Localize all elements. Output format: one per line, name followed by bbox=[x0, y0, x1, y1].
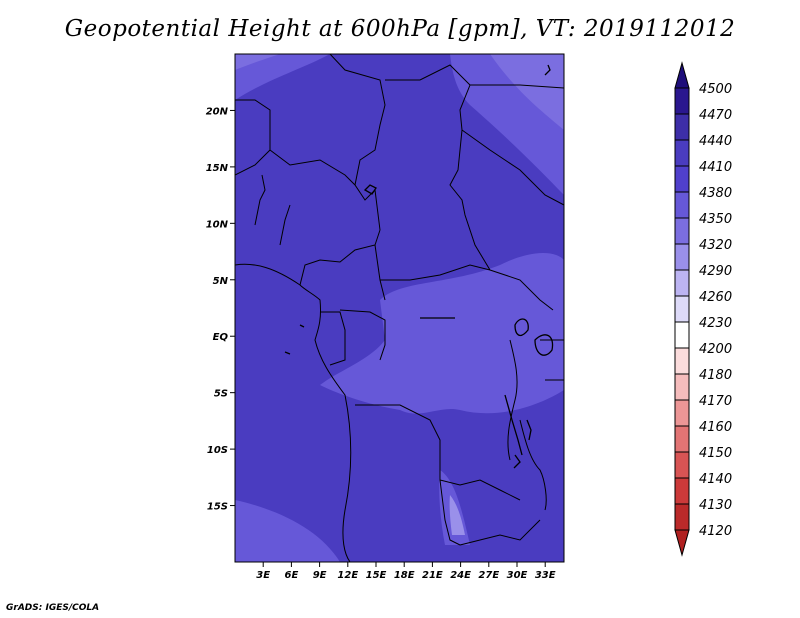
colorbar: 4500 4470 4440 4410 4380 4350 4320 4290 4260 4230… bbox=[674, 61, 732, 557]
grads-credit: GrADS: IGES/COLA bbox=[6, 603, 100, 613]
colorbar-segment bbox=[674, 139, 690, 167]
colorbar-level-label: 4140 bbox=[699, 472, 732, 487]
colorbar-segment bbox=[674, 425, 690, 453]
latitude-axis: 20N 15N 10N 5N EQ 5S 10S 15S bbox=[206, 106, 235, 513]
longitude-axis: 3E 6E 9E 12E 15E 18E 21E 24E 27E 30E 33E bbox=[256, 562, 556, 581]
colorbar-segment bbox=[674, 191, 690, 219]
colorbar-segment bbox=[674, 269, 690, 297]
colorbar-level-label: 4380 bbox=[699, 186, 732, 201]
lon-tick-label: 12E bbox=[337, 570, 358, 581]
lon-tick-label: 27E bbox=[478, 570, 499, 581]
colorbar-level-label: 4260 bbox=[699, 290, 732, 305]
colorbar-segment bbox=[674, 503, 690, 531]
colorbar-level-label: 4470 bbox=[699, 108, 732, 123]
colorbar-segment bbox=[674, 87, 690, 115]
colorbar-level-label: 4290 bbox=[699, 264, 732, 279]
colorbar-segment bbox=[674, 295, 690, 323]
lat-tick-label: 20N bbox=[206, 106, 229, 117]
lon-tick-label: 15E bbox=[366, 570, 387, 581]
field-contour-south-inner bbox=[449, 495, 465, 535]
geopotential-field bbox=[235, 54, 564, 562]
lon-tick-label: 30E bbox=[507, 570, 528, 581]
colorbar-segment bbox=[674, 321, 690, 349]
colorbar-segment bbox=[674, 113, 690, 141]
field-contour-northwest bbox=[235, 54, 330, 100]
colorbar-segment bbox=[674, 217, 690, 245]
colorbar-top-arrow bbox=[674, 61, 690, 89]
map-title: Geopotential Height at 600hPa [gpm], VT:… bbox=[64, 16, 736, 42]
colorbar-segment bbox=[674, 451, 690, 479]
lon-tick-label: 6E bbox=[285, 570, 299, 581]
lon-tick-label: 24E bbox=[450, 570, 471, 581]
colorbar-level-label: 4440 bbox=[699, 134, 732, 149]
map-frame bbox=[234, 53, 565, 563]
field-contour-congo-basin bbox=[320, 253, 564, 414]
colorbar-level-label: 4350 bbox=[699, 212, 732, 227]
lon-tick-label: 33E bbox=[535, 570, 556, 581]
lat-tick-label: 15N bbox=[206, 163, 229, 174]
lat-tick-label: 10N bbox=[206, 219, 229, 230]
colorbar-segment bbox=[674, 399, 690, 427]
lat-tick-label: EQ bbox=[213, 332, 229, 343]
colorbar-segment bbox=[674, 477, 690, 505]
lat-tick-label: 5S bbox=[214, 389, 228, 400]
field-contour-southwest bbox=[235, 500, 340, 562]
colorbar-segment bbox=[674, 373, 690, 401]
lon-tick-label: 18E bbox=[394, 570, 415, 581]
lat-tick-label: 10S bbox=[207, 445, 228, 456]
colorbar-level-label: 4200 bbox=[699, 342, 732, 357]
colorbar-level-label: 4160 bbox=[699, 420, 732, 435]
colorbar-level-label: 4180 bbox=[699, 368, 732, 383]
lon-tick-label: 3E bbox=[256, 570, 270, 581]
colorbar-level-label: 4500 bbox=[699, 82, 732, 97]
colorbar-level-label: 4130 bbox=[699, 498, 732, 513]
colorbar-level-label: 4170 bbox=[699, 394, 732, 409]
colorbar-level-label: 4230 bbox=[699, 316, 732, 331]
lat-tick-label: 15S bbox=[207, 502, 228, 513]
colorbar-level-label: 4320 bbox=[699, 238, 732, 253]
colorbar-segment bbox=[674, 347, 690, 375]
lon-tick-label: 9E bbox=[313, 570, 327, 581]
coastlines-and-lakes bbox=[284, 64, 554, 469]
colorbar-segment bbox=[674, 165, 690, 193]
field-contour-northwest-inner bbox=[235, 54, 280, 70]
colorbar-segment bbox=[674, 243, 690, 271]
country-borders bbox=[235, 54, 564, 562]
colorbar-level-label: 4150 bbox=[699, 446, 732, 461]
colorbar-bottom-arrow bbox=[674, 529, 690, 557]
lat-tick-label: 5N bbox=[213, 276, 229, 287]
colorbar-level-label: 4410 bbox=[699, 160, 732, 175]
colorbar-level-label: 4120 bbox=[699, 524, 732, 539]
field-contour-northeast-inner bbox=[490, 54, 564, 130]
lon-tick-label: 21E bbox=[422, 570, 443, 581]
